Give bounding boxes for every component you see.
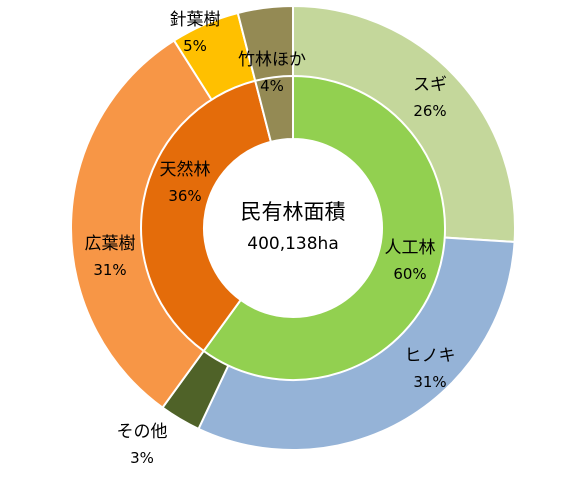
inner-ring (140, 74, 446, 381)
inner-slice (140, 79, 273, 353)
inner-name-label: 人工林 (385, 238, 436, 258)
outer-name-label: 針葉樹 (170, 10, 221, 30)
outer-value-label: 31% (413, 373, 446, 391)
outer-name-label: ヒノキ (405, 346, 456, 366)
inner-name-label: 天然林 (160, 160, 211, 180)
outer-value-label: 26% (413, 102, 446, 120)
outer-value-label: 31% (93, 261, 126, 279)
inner-value-label: 4% (260, 77, 284, 95)
inner-value-label: 60% (393, 265, 426, 283)
inner-slice (202, 74, 446, 381)
outer-name-label: スギ (413, 75, 447, 95)
inner-value-label: 36% (168, 187, 201, 205)
center-value: 400,138ha (247, 234, 339, 254)
outer-ring (70, 4, 516, 451)
outer-name-label: その他 (117, 422, 168, 442)
inner-slice (253, 74, 294, 144)
outer-name-label: 広葉樹 (85, 234, 136, 254)
slice-labels: 人工林 60% 天然林 36% 竹林ほか 4% スギ 26% ヒノキ 31% その他 3% 広葉樹 31%… (85, 10, 456, 467)
outer-value-label: 5% (183, 37, 207, 55)
outer-value-label: 3% (130, 449, 154, 467)
inner-name-label: 竹林ほか (238, 50, 306, 70)
center-title: 民有林面積 (241, 200, 346, 224)
